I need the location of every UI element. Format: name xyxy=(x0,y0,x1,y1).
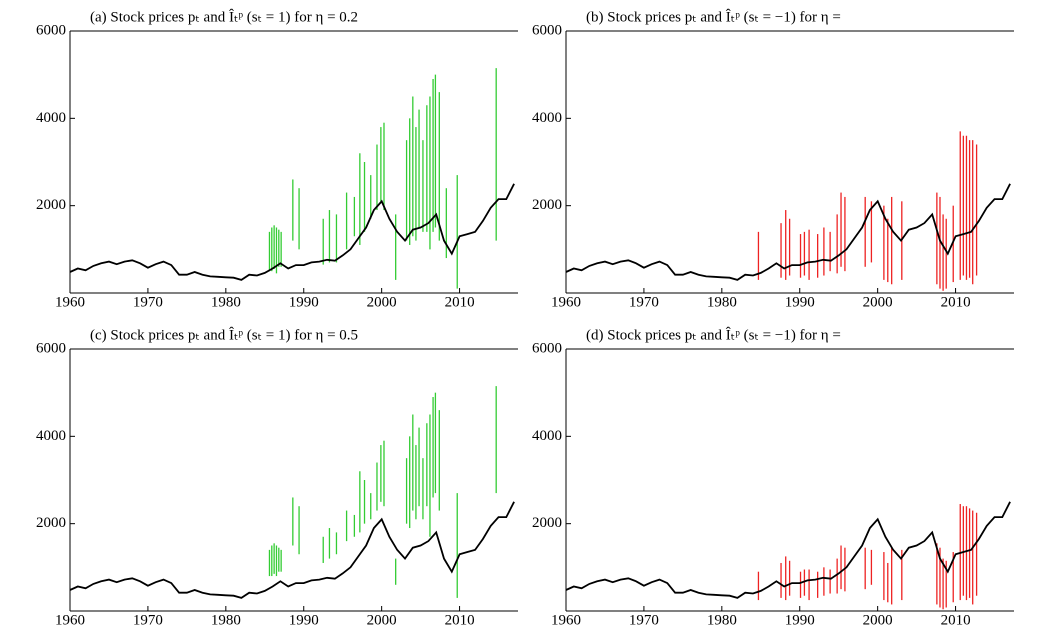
y-tick-label: 2000 xyxy=(532,515,562,531)
x-tick-label: 2000 xyxy=(367,294,397,310)
chart-title: (b) Stock prices pₜ and Îₜᵖ (sₜ = −1) fo… xyxy=(586,8,841,25)
x-tick-label: 1990 xyxy=(785,612,815,628)
x-tick-label: 2010 xyxy=(445,612,475,628)
y-tick-label: 2000 xyxy=(36,515,66,531)
price-line xyxy=(69,501,515,599)
chart-title: (a) Stock prices pₜ and Îₜᵖ (sₜ = 1) for… xyxy=(90,8,358,25)
x-tick-label: 1980 xyxy=(707,612,737,628)
y-tick-label: 4000 xyxy=(532,428,562,444)
x-tick-label: 2000 xyxy=(863,294,893,310)
y-tick-label: 4000 xyxy=(532,110,562,126)
y-tick-label: 6000 xyxy=(532,340,562,356)
y-tick-label: 4000 xyxy=(36,110,66,126)
x-tick-label: 1990 xyxy=(289,294,319,310)
x-tick-label: 1970 xyxy=(629,294,659,310)
y-tick-label: 6000 xyxy=(36,340,66,356)
chart-title: (c) Stock prices pₜ and Îₜᵖ (sₜ = 1) for… xyxy=(90,326,358,343)
x-tick-label: 2000 xyxy=(367,612,397,628)
x-tick-label: 1960 xyxy=(551,612,581,628)
y-tick-label: 6000 xyxy=(532,22,562,38)
y-tick-label: 4000 xyxy=(36,428,66,444)
x-tick-label: 1980 xyxy=(211,612,241,628)
price-line xyxy=(69,183,515,281)
x-tick-label: 1990 xyxy=(289,612,319,628)
x-tick-label: 2010 xyxy=(941,294,971,310)
x-tick-label: 2010 xyxy=(941,612,971,628)
x-tick-label: 1960 xyxy=(551,294,581,310)
x-tick-label: 1970 xyxy=(133,294,163,310)
x-tick-label: 1980 xyxy=(707,294,737,310)
x-tick-label: 1960 xyxy=(55,294,85,310)
x-tick-label: 2000 xyxy=(863,612,893,628)
x-tick-label: 2010 xyxy=(445,294,475,310)
y-tick-label: 6000 xyxy=(36,22,66,38)
price-line xyxy=(565,183,1011,281)
y-tick-label: 2000 xyxy=(532,197,562,213)
chart-title: (d) Stock prices pₜ and Îₜᵖ (sₜ = −1) fo… xyxy=(586,326,841,343)
x-tick-label: 1970 xyxy=(629,612,659,628)
x-tick-label: 1960 xyxy=(55,612,85,628)
price-line xyxy=(565,501,1011,599)
x-tick-label: 1970 xyxy=(133,612,163,628)
x-tick-label: 1980 xyxy=(211,294,241,310)
x-tick-label: 1990 xyxy=(785,294,815,310)
y-tick-label: 2000 xyxy=(36,197,66,213)
